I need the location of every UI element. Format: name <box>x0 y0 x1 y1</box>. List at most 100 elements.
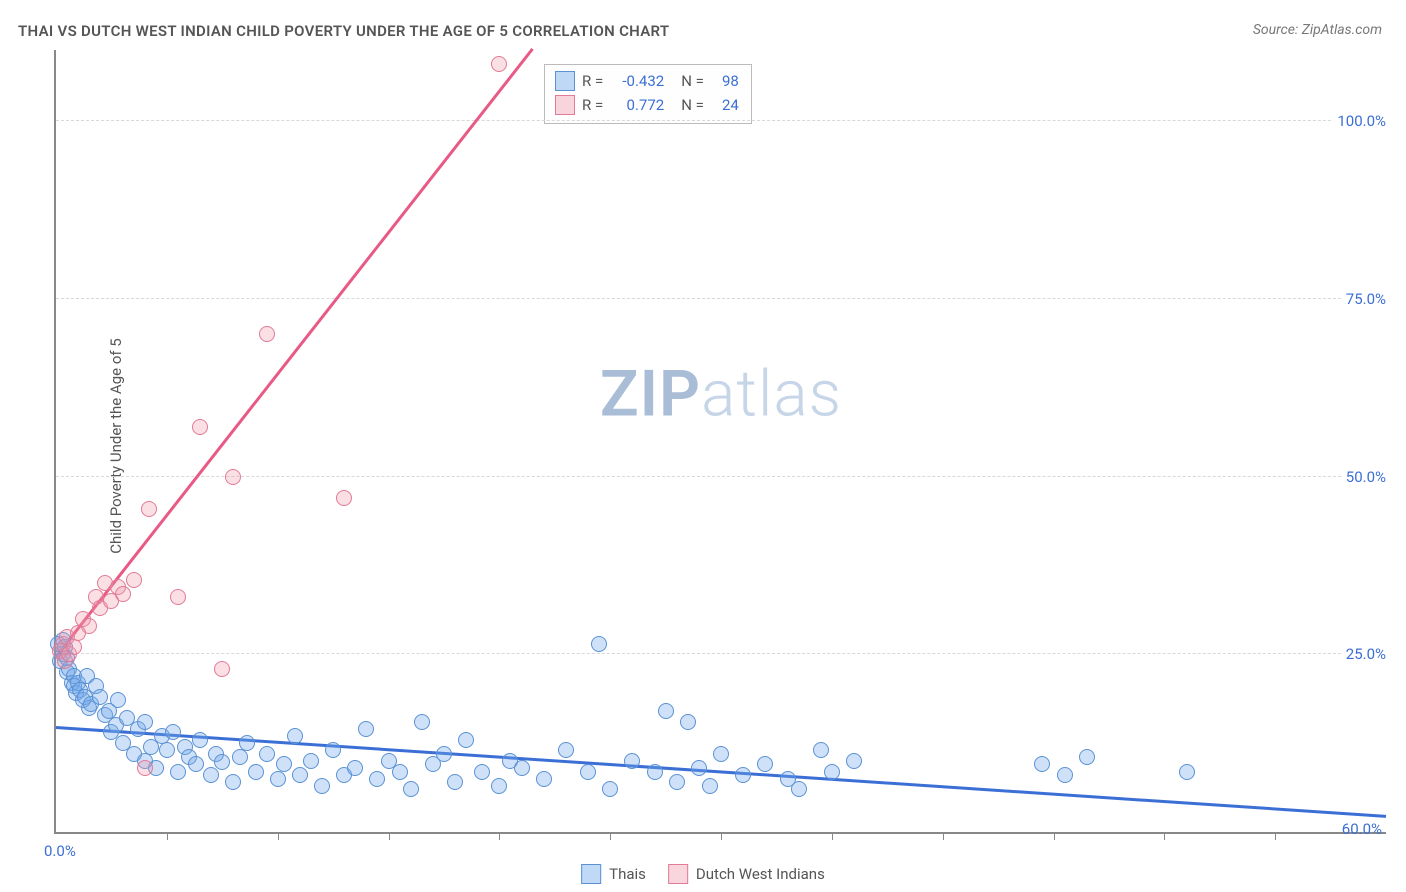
data-point <box>225 469 241 485</box>
data-point <box>691 760 707 776</box>
data-point <box>824 764 840 780</box>
data-point <box>347 760 363 776</box>
data-point <box>813 742 829 758</box>
data-point <box>624 753 640 769</box>
data-point <box>1079 749 1095 765</box>
data-point <box>137 714 153 730</box>
data-point <box>259 746 275 762</box>
data-point <box>791 781 807 797</box>
gridline <box>56 476 1386 477</box>
y-tick-label: 25.0% <box>1342 645 1390 663</box>
x-tick-mark <box>610 832 611 840</box>
data-point <box>287 728 303 744</box>
data-point <box>680 714 696 730</box>
data-point <box>491 778 507 794</box>
data-point <box>110 692 126 708</box>
data-point <box>214 661 230 677</box>
correlation-legend: R = -0.432 N = 98 R = 0.772 N = 24 <box>544 64 752 124</box>
watermark: ZIPatlas <box>600 357 842 432</box>
data-point <box>66 639 82 655</box>
data-point <box>658 703 674 719</box>
data-point <box>602 781 618 797</box>
data-point <box>81 618 97 634</box>
data-point <box>336 490 352 506</box>
data-point <box>846 753 862 769</box>
data-point <box>735 767 751 783</box>
data-point <box>757 756 773 772</box>
data-point <box>303 753 319 769</box>
data-point <box>314 778 330 794</box>
series-legend: Thais Dutch West Indians <box>581 864 825 884</box>
data-point <box>259 326 275 342</box>
data-point <box>292 767 308 783</box>
data-point <box>491 56 507 72</box>
data-point <box>203 767 219 783</box>
data-point <box>270 771 286 787</box>
x-origin-label: 0.0% <box>44 842 76 860</box>
x-tick-mark <box>721 832 722 840</box>
corr-row-dwi: R = 0.772 N = 24 <box>555 93 739 117</box>
x-tick-mark <box>943 832 944 840</box>
legend-item-thais: Thais <box>581 864 646 884</box>
data-point <box>192 732 208 748</box>
data-point <box>170 589 186 605</box>
y-tick-label: 75.0% <box>1342 290 1390 308</box>
data-point <box>436 746 452 762</box>
data-point <box>358 721 374 737</box>
data-point <box>225 774 241 790</box>
x-tick-mark <box>1275 832 1276 840</box>
x-max-label: 60.0% <box>1342 820 1382 838</box>
data-point <box>458 732 474 748</box>
y-tick-label: 100.0% <box>1333 112 1390 130</box>
x-tick-mark <box>1164 832 1165 840</box>
data-point <box>192 419 208 435</box>
plot-area: ZIPatlas R = -0.432 N = 98 R = 0.772 N =… <box>54 50 1386 834</box>
data-point <box>713 746 729 762</box>
trendline-dwi <box>55 48 534 657</box>
data-point <box>115 586 131 602</box>
source-label: Source: ZipAtlas.com <box>1253 22 1382 38</box>
data-point <box>536 771 552 787</box>
swatch-pink-icon <box>668 864 688 884</box>
data-point <box>591 636 607 652</box>
data-point <box>159 742 175 758</box>
data-point <box>369 771 385 787</box>
data-point <box>1179 764 1195 780</box>
x-tick-mark <box>499 832 500 840</box>
data-point <box>447 774 463 790</box>
data-point <box>239 735 255 751</box>
data-point <box>165 724 181 740</box>
swatch-blue-icon <box>555 71 575 91</box>
data-point <box>325 742 341 758</box>
data-point <box>669 774 685 790</box>
x-tick-mark <box>1054 832 1055 840</box>
data-point <box>392 764 408 780</box>
data-point <box>126 572 142 588</box>
gridline <box>56 653 1386 654</box>
gridline <box>56 298 1386 299</box>
data-point <box>403 781 419 797</box>
data-point <box>647 764 663 780</box>
data-point <box>1057 767 1073 783</box>
data-point <box>580 764 596 780</box>
x-tick-mark <box>167 832 168 840</box>
data-point <box>558 742 574 758</box>
data-point <box>414 714 430 730</box>
data-point <box>137 760 153 776</box>
data-point <box>702 778 718 794</box>
x-tick-mark <box>389 832 390 840</box>
corr-row-thais: R = -0.432 N = 98 <box>555 69 739 93</box>
data-point <box>188 756 204 772</box>
data-point <box>474 764 490 780</box>
data-point <box>1034 756 1050 772</box>
data-point <box>214 754 230 770</box>
data-point <box>514 760 530 776</box>
chart-title: THAI VS DUTCH WEST INDIAN CHILD POVERTY … <box>18 22 669 40</box>
data-point <box>276 756 292 772</box>
x-tick-mark <box>832 832 833 840</box>
data-point <box>232 749 248 765</box>
swatch-blue-icon <box>581 864 601 884</box>
data-point <box>141 501 157 517</box>
x-tick-mark <box>278 832 279 840</box>
gridline <box>56 120 1386 121</box>
